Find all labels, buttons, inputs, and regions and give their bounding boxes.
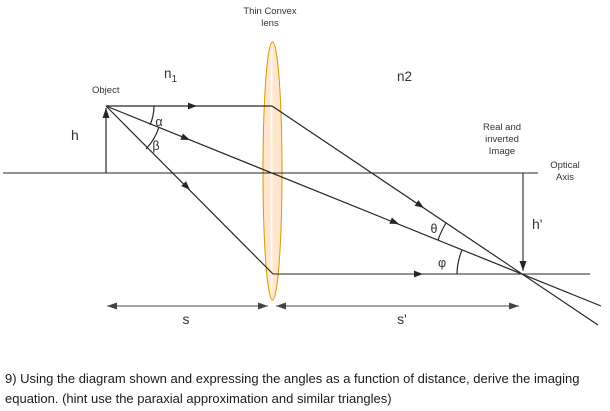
phi-arc: [456, 249, 463, 275]
object-label: Object: [92, 85, 120, 96]
beta-arc: [145, 126, 160, 150]
ray-arrowhead: [414, 270, 423, 278]
alpha-arc: [149, 105, 155, 126]
theta-label: θ: [431, 222, 438, 236]
n2-label: n2: [397, 69, 412, 84]
ray-arrowhead: [414, 200, 424, 208]
n1-label: n1: [164, 66, 178, 85]
image-label-line2: inverted: [485, 134, 519, 145]
object-distance-label: s: [183, 311, 190, 327]
ray-arrowhead: [389, 217, 399, 224]
ray-arrowhead: [181, 181, 190, 190]
phi-label: φ: [438, 256, 446, 270]
image-distance-label: s': [397, 311, 407, 327]
lens-label-line2: lens: [261, 18, 279, 29]
ray-central: [105, 105, 602, 307]
ray-direction-arrows: [180, 102, 424, 278]
image-height-label: h': [532, 216, 542, 232]
theta-arc: [437, 222, 447, 241]
ray-arrowhead: [188, 102, 197, 110]
question-text: 9) Using the diagram shown and expressin…: [5, 371, 580, 406]
object-height-label: h: [71, 127, 79, 143]
ray-arrowhead: [180, 133, 190, 140]
image-label-line1: Real and: [483, 122, 521, 133]
axis-label-line2: Axis: [556, 172, 574, 183]
ray-focal-incident: [105, 105, 274, 275]
lens-label-line1: Thin Convex: [243, 6, 297, 17]
n1-base: n: [164, 66, 172, 81]
alpha-label: α: [155, 115, 162, 129]
n1-subscript: 1: [172, 74, 178, 85]
axis-label-line1: Optical: [550, 160, 580, 171]
image-label-line3: Image: [489, 146, 515, 157]
ray-parallel-refracted: [271, 105, 599, 326]
lens-ray-diagram: Thin Convex lens Object n1 n2 h α β θ φ …: [3, 6, 602, 327]
beta-label: β: [152, 139, 159, 153]
